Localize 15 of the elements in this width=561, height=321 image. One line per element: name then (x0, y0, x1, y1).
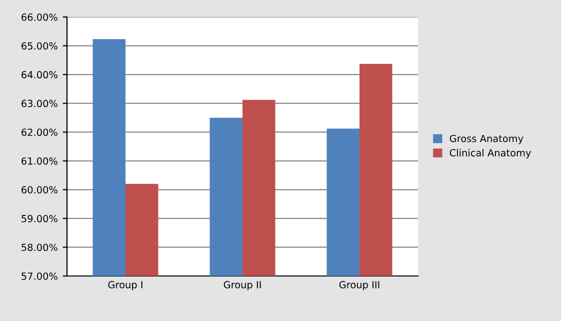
legend-label: Gross Anatomy (450, 134, 524, 144)
legend-label: Clinical Anatomy (450, 148, 531, 158)
x-tick-label: Group I (108, 281, 142, 290)
x-tick-label: Group III (339, 281, 380, 290)
y-tick-label: 61.00% (22, 157, 58, 165)
y-tick-label: 58.00% (22, 244, 58, 252)
y-tick-label: 64.00% (22, 71, 58, 78)
y-tick-label: 65.00% (22, 42, 58, 50)
y-tick-label: 60.00% (22, 186, 58, 194)
y-tick-label: 66.00% (22, 13, 58, 21)
y-tick-label: 57.00% (22, 272, 58, 280)
y-tick-label: 59.00% (22, 214, 58, 222)
x-tick-label: Group II (224, 281, 261, 290)
y-tick-label: 63.00% (22, 100, 58, 108)
y-tick-label: 62.00% (22, 128, 58, 136)
